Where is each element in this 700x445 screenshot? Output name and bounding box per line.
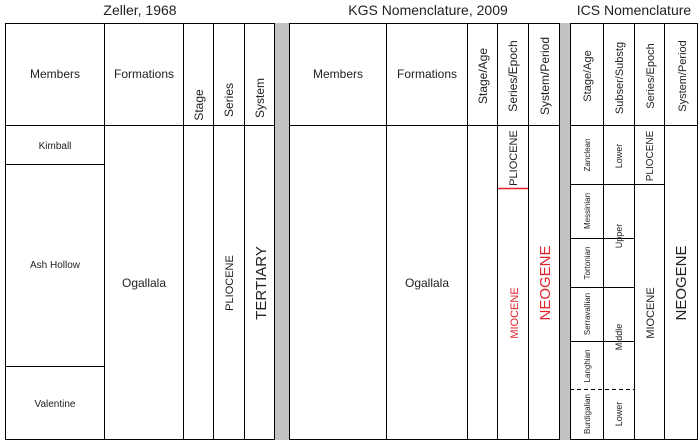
kgs-system-label: NEOGENE bbox=[537, 245, 554, 320]
kgs-header-stage: Stage/Age bbox=[476, 48, 490, 104]
kgs-header-members: Members bbox=[313, 67, 363, 81]
ics-header-stage: Stage/Age bbox=[582, 50, 594, 101]
ics-header-series: Series/Epoch bbox=[645, 43, 657, 108]
zeller-header-system: System bbox=[253, 78, 267, 118]
zeller-system-label: TERTIARY bbox=[253, 246, 270, 320]
zeller-title: Zeller, 1968 bbox=[103, 2, 177, 18]
panel-separator bbox=[275, 23, 289, 440]
zeller-header-series: Series bbox=[222, 83, 236, 117]
ics-stage-burdigalian: Burdigalian bbox=[583, 394, 592, 434]
ics-series-miocene: MIOCENE bbox=[645, 287, 657, 338]
kgs-series-pliocene: PLIOCENE bbox=[508, 130, 520, 186]
ics-stage-zanclean: Zanclean bbox=[583, 139, 592, 172]
ics-substage-lower-miocene: Lower bbox=[614, 402, 624, 427]
kgs-title: KGS Nomenclature, 2009 bbox=[348, 2, 508, 18]
ics-substage-lower-pliocene: Lower bbox=[614, 144, 624, 169]
ics-panel bbox=[570, 23, 698, 440]
zeller-member-kimball: Kimball bbox=[39, 141, 72, 152]
zeller-series-label: PLIOCENE bbox=[224, 255, 236, 311]
kgs-panel bbox=[289, 23, 560, 440]
ics-stage-messinian: Messinian bbox=[583, 193, 592, 229]
ics-stage-serravallian: Serravallian bbox=[583, 293, 592, 335]
kgs-header-formations: Formations bbox=[397, 67, 457, 81]
ics-system-label: NEOGENE bbox=[673, 245, 690, 320]
ics-header-system: System/Period bbox=[677, 40, 689, 112]
zeller-header-formations: Formations bbox=[114, 67, 174, 81]
ics-stage-langhian: Langhian bbox=[583, 350, 592, 383]
kgs-formation: Ogallala bbox=[405, 276, 449, 290]
zeller-formation: Ogallala bbox=[122, 276, 166, 290]
ics-title: ICS Nomenclature bbox=[576, 2, 692, 18]
panel-separator bbox=[560, 23, 570, 440]
kgs-header-system: System/Period bbox=[538, 37, 552, 115]
zeller-member-ash-hollow: Ash Hollow bbox=[30, 260, 81, 271]
kgs-series-miocene: MIOCENE bbox=[509, 287, 521, 338]
ics-substage-middle: Middle bbox=[614, 324, 624, 351]
zeller-header-members: Members bbox=[30, 67, 80, 81]
zeller-header-stage: Stage bbox=[192, 89, 206, 121]
kgs-header-series: Series/Epoch bbox=[506, 40, 520, 111]
ics-stage-tortonian: Tortonian bbox=[583, 247, 592, 280]
ics-header-substage: Subser/Substg bbox=[614, 42, 626, 114]
ics-substage-upper: Upper bbox=[614, 224, 624, 249]
zeller-member-valentine: Valentine bbox=[35, 399, 76, 410]
ics-series-pliocene: PLIOCENE bbox=[645, 130, 656, 181]
zeller-panel bbox=[5, 23, 275, 440]
